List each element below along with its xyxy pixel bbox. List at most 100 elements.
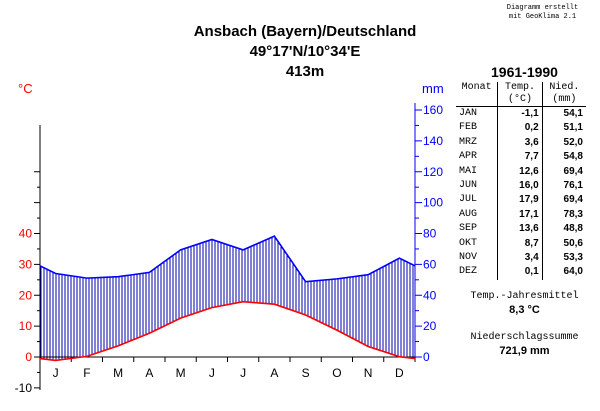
month-label: F [83,366,90,380]
month-cell: OKT [459,237,478,249]
credit-line-1: Diagramm erstellt [506,4,579,12]
table-row: SEP 13,6 48,8 [456,222,586,237]
table-row: FEB 0,2 51,1 [456,121,586,136]
precip-tick-label: 100 [423,196,443,210]
temp-cell: 3,4 [497,251,543,266]
precip-tick-label: 0 [423,350,430,364]
table-row: JAN -1,1 54,1 [456,106,586,122]
precip-cell: 76,1 [541,179,586,194]
temp-cell: 7,7 [497,150,543,165]
month-label: M [113,366,123,380]
precip-total-label: Niederschlagssumme [470,332,579,343]
climate-chart: -10 0 10 20 30 40 °C 0 20 40 60 80 100 120 140 160 mm J F M… [15,81,444,395]
temp-cell: 17,9 [497,193,543,208]
temp-cell: 13,6 [497,222,543,237]
month-cell: MRZ [459,136,478,148]
temp-mean-label: Temp.-Jahresmittel [470,291,579,302]
col-temp-unit: (°C) [507,94,532,105]
precip-cell: 64,0 [541,265,586,280]
table-row: DEZ 0,1 64,0 [456,265,586,280]
precip-tick-label: 60 [423,257,437,271]
month-cell: FEB [459,122,478,134]
month-cell: NOV [459,252,478,264]
table-row: MAI 12,6 69,4 [456,164,586,180]
precip-cell: 52,0 [541,135,586,151]
temp-tick-label: 10 [19,319,33,333]
month-cell: APR [459,151,478,163]
precip-cell: 69,4 [541,193,586,208]
precip-tick-label: 80 [423,227,437,241]
month-label: J [209,366,215,380]
col-temp-header: Temp. (°C) [497,82,543,107]
precip-cell: 51,1 [541,121,586,136]
climate-table: Monat Temp. (°C) Nied. (mm) JAN -1,1 54,1 F… [456,82,586,280]
month-label: M [176,366,186,380]
precip-cell: 53,3 [541,251,586,266]
climate-period: 1961-1990 [491,64,558,80]
station-name: Ansbach (Bayern)/Deutschland [193,23,417,40]
month-cell: JAN [459,108,478,119]
temp-tick-label: -10 [15,381,33,395]
precip-unit-label: mm [422,81,444,96]
precip-tick-label: 140 [423,134,443,148]
table-row: APR 7,7 54,8 [456,150,586,165]
temp-cell: -1,1 [497,106,543,122]
precip-tick-label: 120 [423,165,443,179]
temp-cell: 16,0 [497,179,543,194]
precip-cell: 48,8 [541,222,586,237]
credit-line-2: mit GeoKlima 2.1 [508,13,577,21]
temp-line [39,300,416,362]
temp-tick-label: 0 [25,350,32,364]
temp-cell: 12,6 [497,164,543,180]
temp-mean-value: 8,3 °C [509,304,540,316]
precip-tick-label: 160 [423,103,443,117]
table-row: NOV 3,4 53,3 [456,251,586,266]
chart-title: Ansbach (Bayern)/Deutschland 49°17'N/10°… [160,22,450,82]
precip-cell: 69,4 [541,164,586,180]
station-altitude: 413m [285,63,325,80]
month-cell: MAI [459,165,478,177]
temp-cell: 0,1 [497,265,543,280]
table-row: OKT 8,7 50,6 [456,236,586,252]
precip-total-value: 721,9 mm [499,345,550,357]
table-row: JUN 16,0 76,1 [456,179,586,194]
month-label: J [53,366,59,380]
month-cell: AUG [459,208,478,220]
month-label: J [240,366,246,380]
table-row: JUL 17,9 69,4 [456,193,586,208]
temp-cell: 3,6 [497,135,543,151]
month-cell: DEZ [459,266,478,278]
annual-summary: Temp.-Jahresmittel 8,3 °C Niederschlagss… [452,290,597,358]
temp-cell: 17,1 [497,207,543,223]
precip-tick-label: 20 [423,319,437,333]
month-label: D [395,366,404,380]
col-temp-title: Temp. [504,82,535,93]
temp-cell: 0,2 [497,121,543,136]
month-label: A [270,366,278,380]
temp-tick-label: 20 [19,288,33,302]
table-row: MRZ 3,6 52,0 [456,135,586,151]
precip-cell: 54,1 [541,106,586,122]
precip-cell: 78,3 [541,207,586,223]
temp-cell: 8,7 [497,236,543,252]
col-precip-title: Nied. [549,82,580,93]
col-precip-unit: (mm) [552,94,577,105]
temp-tick-label: 30 [19,257,33,271]
month-label: S [302,366,310,380]
table-row: AUG 17,1 78,3 [456,207,586,223]
month-cell: SEP [459,223,478,235]
station-coordinates: 49°17'N/10°34'E [249,43,361,60]
credit-note: Diagramm erstellt mit GeoKlima 2.1 [490,4,595,22]
climate-table-panel: 1961-1990 Monat Temp. (°C) Nied. (mm) JA… [452,64,597,280]
month-label: O [332,366,341,380]
month-label: N [364,366,373,380]
precip-cell: 50,6 [541,236,586,252]
col-month-header: Monat [456,82,498,107]
temp-tick-label: 40 [19,227,33,241]
month-cell: JUN [459,180,478,192]
temp-unit-label: °C [18,81,33,96]
month-cell: JUL [459,194,478,206]
month-label: A [145,366,153,380]
precip-cell: 54,8 [541,150,586,165]
precip-tick-label: 40 [423,288,437,302]
